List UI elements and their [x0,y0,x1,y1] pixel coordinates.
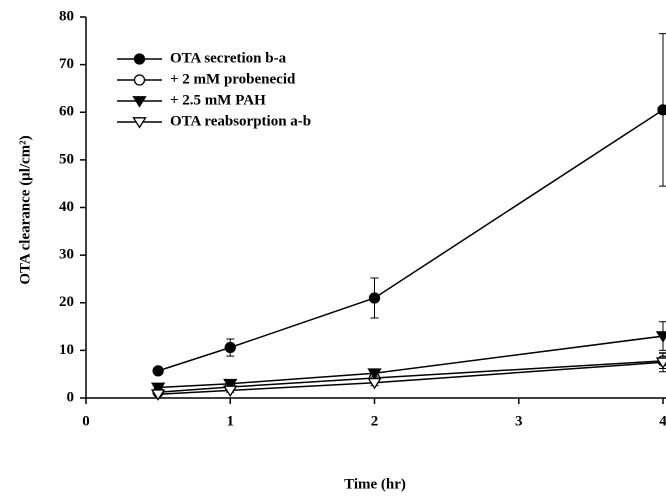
x-tick-label: 0 [82,413,90,429]
data-point [223,385,238,398]
legend-label: + 2.5 mM PAH [170,92,266,108]
data-point [655,331,666,343]
data-point [152,365,164,377]
data-point [367,368,382,380]
y-tick-label: 40 [59,199,74,215]
series-line [158,360,664,394]
legend-label: OTA secretion b-a [170,50,287,66]
data-point [150,382,166,395]
legend-label: + 2 mM probenecid [170,71,296,87]
y-tick-label: 80 [59,8,74,24]
y-axis-label: OTA clearance (μl/cm²) [17,135,33,284]
y-tick-label: 50 [59,151,74,167]
y-tick-label: 20 [59,294,74,310]
legend-marker [133,53,146,65]
series-line [158,335,664,389]
x-tick-label: 3 [515,413,523,429]
data-point [224,341,236,354]
legend-marker [133,74,146,86]
y-tick-label: 30 [59,247,74,263]
legend-marker [132,96,147,108]
data-point [223,378,238,391]
y-tick-label: 70 [59,56,74,72]
data-point [657,104,666,116]
y-tick-label: 60 [59,104,74,120]
series-line [158,361,664,395]
x-axis-label: Time (hr) [344,476,406,492]
data-point [150,389,166,401]
y-tick-label: 10 [59,342,74,358]
x-tick-label: 4 [659,413,666,429]
y-tick-label: 0 [67,389,75,405]
data-point [367,377,382,390]
data-point [655,357,666,369]
data-point [368,292,381,304]
legend-label: OTA reabsorption a-b [170,113,311,129]
series-line [157,109,664,372]
x-tick-label: 2 [371,413,379,429]
x-tick-label: 1 [227,413,235,429]
legend-marker [132,117,147,129]
